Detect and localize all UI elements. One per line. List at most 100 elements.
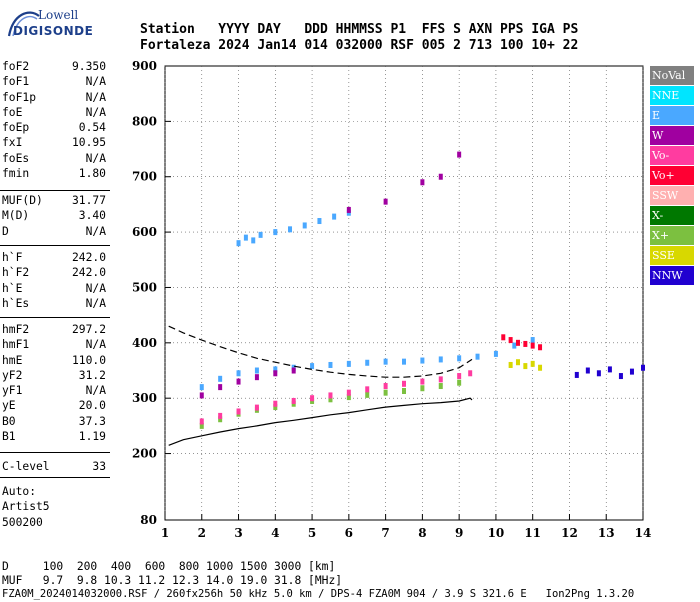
echo-point [420, 179, 425, 186]
separator-1 [0, 190, 110, 191]
echo-point [530, 342, 535, 349]
param-value: 31.77 [71, 194, 106, 207]
echo-point [475, 353, 480, 360]
echo-point [607, 366, 612, 373]
param-value: 0.54 [78, 121, 106, 135]
echo-point [254, 404, 259, 411]
echo-point [273, 404, 278, 411]
x-tick-label: 13 [598, 526, 615, 540]
param-value: N/A [85, 338, 106, 352]
legend-item: NNW [650, 266, 694, 285]
param-name: M(D) [2, 209, 30, 223]
param-name: fxI [2, 136, 23, 150]
param-row: foEp 0.54 [2, 120, 106, 135]
param-name: h`F2 [2, 266, 30, 280]
y-tick-label: 200 [132, 447, 157, 461]
param-name: h`E [2, 281, 23, 295]
echo-point [457, 355, 462, 362]
echo-point [420, 378, 425, 385]
echo-point [457, 379, 462, 386]
param-value: N/A [85, 90, 106, 104]
station-header: Station YYYY DAY DDD HHMMSS P1 FFS S AXN… [140, 22, 578, 54]
echo-point [508, 361, 513, 368]
echo-point [310, 395, 315, 402]
y-tick-label: 900 [132, 59, 157, 73]
legend-item: W [650, 126, 694, 145]
echo-point [199, 384, 204, 391]
param-row: h`F 242.0 [2, 250, 106, 265]
echo-point [585, 367, 590, 374]
param-row: M(D) 3.40 [2, 208, 106, 223]
logo-top-text: Lowell [38, 8, 79, 22]
echo-point [254, 367, 259, 374]
echo-point [515, 339, 520, 346]
param-value: 33 [92, 460, 106, 473]
echo-point [641, 364, 645, 371]
x-tick-label: 14 [635, 526, 652, 540]
x-tick-label: 3 [234, 526, 242, 540]
param-row: h`Es N/A [2, 296, 106, 311]
echo-point [199, 422, 204, 429]
x-tick-label: 6 [345, 526, 353, 540]
param-name: yF1 [2, 384, 23, 398]
param-name: foEs [2, 151, 30, 165]
legend-item: NNE [650, 86, 694, 105]
legend-item: Vo- [650, 146, 694, 165]
echo-point [310, 363, 315, 370]
echo-point [346, 389, 351, 396]
profile-curve [168, 397, 473, 446]
x-tick-label: 10 [488, 526, 505, 540]
echo-point [493, 350, 498, 357]
param-value: 1.80 [78, 167, 106, 181]
echo-point [291, 397, 296, 404]
separator-4 [0, 452, 110, 453]
echo-point [618, 373, 623, 380]
param-name: B1 [2, 430, 16, 444]
param-value: 20.0 [78, 399, 106, 413]
param-name: foF1 [2, 75, 30, 89]
x-tick-label: 9 [455, 526, 463, 540]
param-name: hmE [2, 353, 23, 367]
echo-point [273, 370, 278, 377]
echo-point [383, 358, 388, 365]
legend-item: SSW [650, 186, 694, 205]
echo-point [468, 370, 473, 377]
echo-point [199, 418, 204, 425]
echo-point [328, 396, 333, 403]
x-tick-label: 12 [561, 526, 578, 540]
param-value: N/A [85, 105, 106, 119]
echo-point [332, 213, 337, 220]
param-name: D [2, 224, 9, 238]
echo-point [243, 234, 248, 241]
param-value: N/A [85, 296, 106, 310]
echo-point [515, 359, 520, 366]
echo-point [383, 389, 388, 396]
param-row: B1 1.19 [2, 429, 106, 444]
echo-point [501, 334, 506, 341]
echo-point [218, 416, 223, 423]
legend-item: Vo+ [650, 166, 694, 185]
echo-point [438, 356, 443, 363]
param-row: fmin 1.80 [2, 166, 106, 181]
param-value: N/A [85, 224, 106, 238]
param-value: N/A [85, 75, 106, 89]
echo-point [402, 380, 406, 387]
echo-point [365, 359, 370, 366]
separator-2 [0, 245, 110, 246]
param-value: N/A [85, 151, 106, 165]
echo-point [346, 206, 351, 213]
profile-curve [168, 325, 473, 378]
x-tick-label: 8 [418, 526, 426, 540]
echo-point [438, 173, 443, 180]
legend-item: X+ [650, 226, 694, 245]
echo-point [402, 387, 406, 394]
param-value: 242.0 [71, 266, 106, 280]
echo-point [508, 337, 513, 344]
param-row: foEs N/A [2, 151, 106, 166]
echo-point [236, 240, 241, 247]
echo-point [346, 360, 351, 367]
legend-item: E [650, 106, 694, 125]
param-name: MUF(D) [2, 194, 43, 207]
param-row: MUF(D) 31.77 [2, 193, 106, 208]
echo-point [251, 237, 256, 244]
